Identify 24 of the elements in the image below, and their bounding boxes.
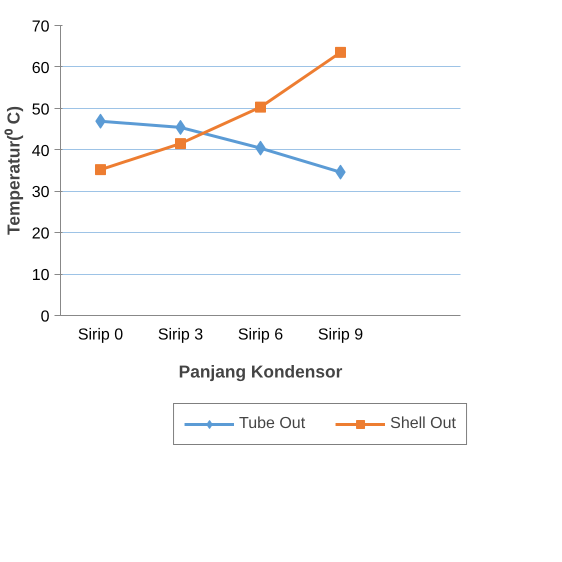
point (95, 114, 106, 129)
x-tick-label: Sirip 3 (158, 326, 204, 344)
legend-label: Tube Out (239, 415, 306, 433)
y-tick-label: 70 (32, 18, 50, 36)
point (335, 46, 346, 58)
y-tick-label: 20 (32, 226, 50, 243)
y-tick-label: 60 (32, 60, 50, 77)
y-tick-label: 10 (32, 267, 50, 284)
point (255, 102, 266, 113)
point (335, 164, 346, 180)
x-tick-label: Sirip 9 (318, 326, 364, 344)
legend-label: Shell Out (390, 415, 456, 433)
y-tick-label: 0 (40, 308, 50, 326)
point (95, 164, 106, 176)
point (175, 138, 186, 150)
y-tick-label: 50 (32, 101, 50, 118)
x-tick-label: Sirip 6 (238, 326, 284, 344)
point (175, 120, 186, 135)
x-tick-label: Sirip 0 (78, 326, 124, 344)
point (255, 140, 266, 156)
y-tick-label: 30 (32, 184, 50, 202)
x-axis-title: Panjang Kondensor (178, 362, 343, 382)
y-tick-label: 40 (32, 142, 50, 160)
y-axis-title: Temperatur(⁰ C) (4, 106, 24, 235)
